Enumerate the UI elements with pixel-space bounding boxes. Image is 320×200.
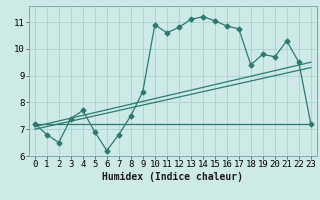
X-axis label: Humidex (Indice chaleur): Humidex (Indice chaleur) xyxy=(102,172,243,182)
